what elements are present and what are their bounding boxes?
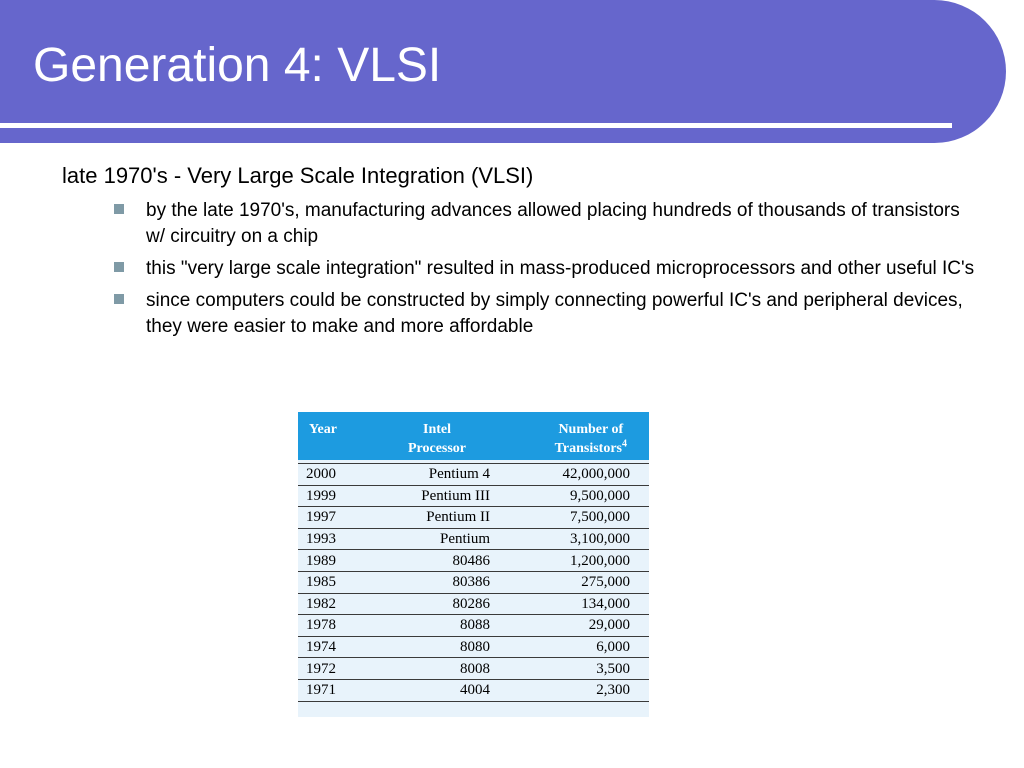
cell-processor: 80286 xyxy=(366,592,490,615)
lead-text: late 1970's - Very Large Scale Integrati… xyxy=(62,163,534,188)
cell-processor: 80486 xyxy=(366,549,490,572)
title-underline xyxy=(0,123,952,128)
table-row: 1974 8080 6,000 xyxy=(298,635,649,658)
cell-processor: Pentium 4 xyxy=(366,463,490,486)
bullet-item: by the late 1970's, manufacturing advanc… xyxy=(114,198,984,250)
header-processor: Intel Processor xyxy=(392,420,482,458)
bullet-text: this "very large scale integration" resu… xyxy=(146,258,975,279)
header-transistors-line2: Transistors xyxy=(554,441,622,456)
cell-transistors: 29,000 xyxy=(490,614,649,637)
square-bullet-icon xyxy=(114,204,124,214)
header-processor-line1: Intel xyxy=(423,422,451,437)
cell-transistors: 9,500,000 xyxy=(490,484,649,507)
cell-processor: 8008 xyxy=(366,657,490,680)
cell-transistors: 1,200,000 xyxy=(490,549,649,572)
cell-processor: 4004 xyxy=(366,678,490,702)
cell-year: 1974 xyxy=(298,635,366,658)
table-row: 1978 8088 29,000 xyxy=(298,614,649,637)
header-transistors: Number of Transistors4 xyxy=(555,420,627,458)
cell-transistors: 42,000,000 xyxy=(490,463,649,486)
table-row: 1997 Pentium II 7,500,000 xyxy=(298,506,649,529)
cell-year: 1971 xyxy=(298,678,366,702)
cell-transistors: 3,500 xyxy=(490,657,649,680)
table-row: 1999 Pentium III 9,500,000 xyxy=(298,484,649,507)
cell-processor: Pentium II xyxy=(366,506,490,529)
header-transistors-line1: Number of xyxy=(558,422,624,437)
table-row: 1982 80286 134,000 xyxy=(298,592,649,615)
bullet-item: this "very large scale integration" resu… xyxy=(114,256,984,282)
cell-year: 1972 xyxy=(298,657,366,680)
cell-processor: 8080 xyxy=(366,635,490,658)
cell-processor: 8088 xyxy=(366,614,490,637)
bullet-list: by the late 1970's, manufacturing advanc… xyxy=(114,198,984,346)
table-header: Year Intel Processor Number of Transisto… xyxy=(298,412,649,460)
cell-year: 1999 xyxy=(298,484,366,507)
bullet-text: by the late 1970's, manufacturing advanc… xyxy=(146,200,960,247)
table-row: 1989 80486 1,200,000 xyxy=(298,549,649,572)
table-row: 2000 Pentium 4 42,000,000 xyxy=(298,463,649,486)
table-row: 1972 8008 3,500 xyxy=(298,657,649,680)
cell-year: 1985 xyxy=(298,570,366,594)
footnote-marker: 4 xyxy=(622,438,627,450)
cell-transistors: 2,300 xyxy=(490,678,649,702)
table-row: 1971 4004 2,300 xyxy=(298,678,649,702)
header-processor-line2: Processor xyxy=(407,441,467,456)
cell-year: 2000 xyxy=(298,463,366,486)
header-year: Year xyxy=(309,422,337,437)
table-row: 1985 80386 275,000 xyxy=(298,570,649,594)
cell-transistors: 3,100,000 xyxy=(490,527,649,550)
cell-year: 1978 xyxy=(298,614,366,637)
square-bullet-icon xyxy=(114,262,124,272)
cell-transistors: 7,500,000 xyxy=(490,506,649,529)
cell-processor: Pentium III xyxy=(366,484,490,507)
cell-year: 1989 xyxy=(298,549,366,572)
cell-year: 1982 xyxy=(298,592,366,615)
table-body: 2000 Pentium 4 42,000,000 1999 Pentium I… xyxy=(298,463,649,702)
title-bar xyxy=(0,0,1006,143)
bullet-item: since computers could be constructed by … xyxy=(114,288,984,340)
slide-title: Generation 4: VLSI xyxy=(33,39,442,92)
cell-transistors: 275,000 xyxy=(490,570,649,594)
bullet-text: since computers could be constructed by … xyxy=(146,290,963,337)
square-bullet-icon xyxy=(114,294,124,304)
cell-year: 1997 xyxy=(298,506,366,529)
cell-processor: 80386 xyxy=(366,570,490,594)
cell-year: 1993 xyxy=(298,527,366,550)
transistor-table: Year Intel Processor Number of Transisto… xyxy=(298,412,649,717)
cell-transistors: 6,000 xyxy=(490,635,649,658)
table-row: 1993 Pentium 3,100,000 xyxy=(298,527,649,550)
cell-transistors: 134,000 xyxy=(490,592,649,615)
cell-processor: Pentium xyxy=(366,527,490,550)
